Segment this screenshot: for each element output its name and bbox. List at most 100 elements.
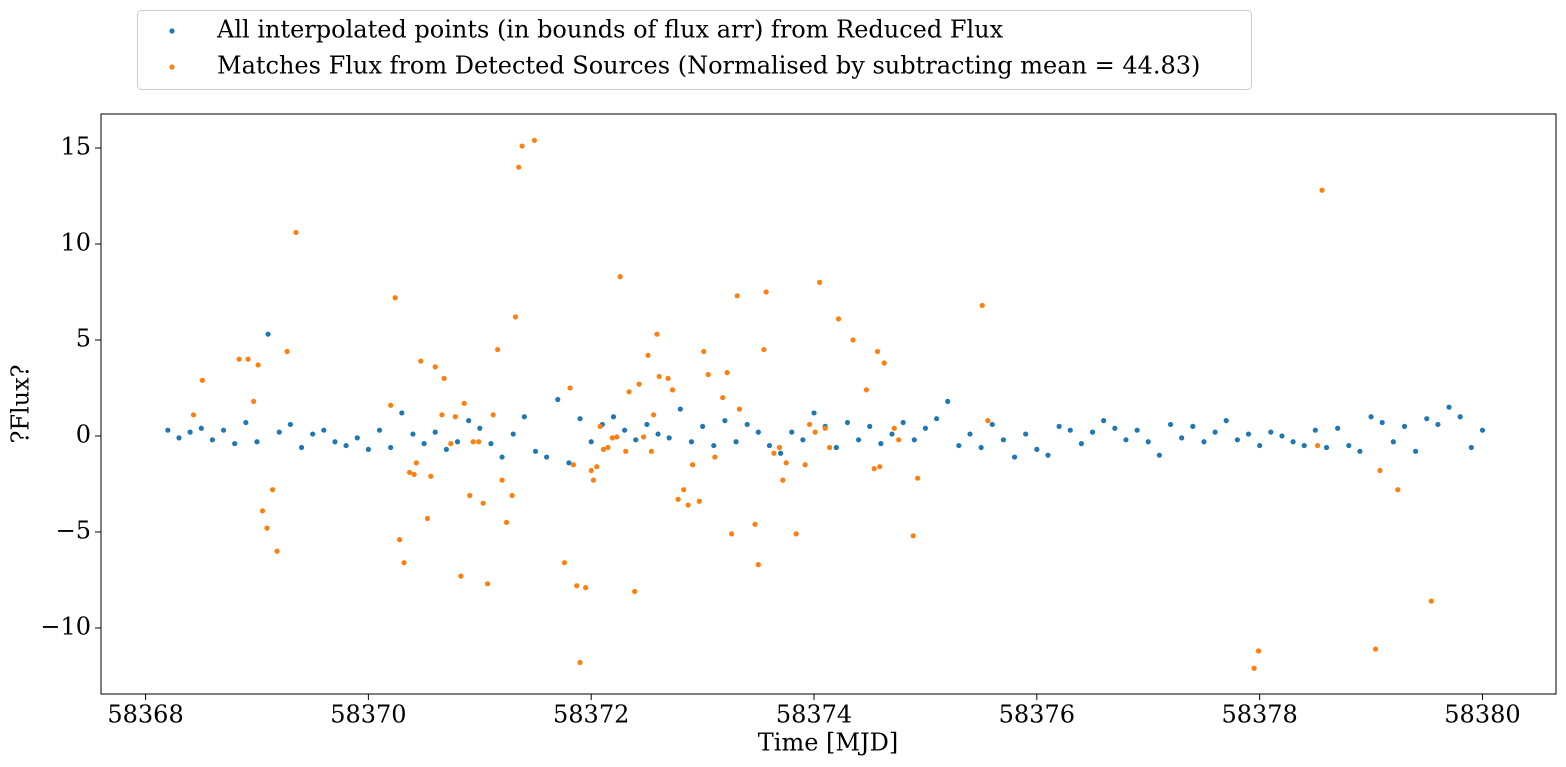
point — [594, 464, 600, 470]
point — [490, 412, 496, 418]
point — [503, 519, 510, 525]
point — [512, 314, 519, 320]
point — [622, 427, 628, 433]
point — [1390, 439, 1396, 445]
point — [755, 561, 761, 568]
point — [985, 418, 991, 424]
point — [1319, 187, 1325, 193]
point — [448, 441, 454, 447]
point — [789, 429, 795, 435]
point — [388, 444, 394, 451]
point — [811, 410, 817, 416]
point — [1112, 425, 1118, 431]
point — [1167, 421, 1174, 428]
legend-box — [137, 10, 1252, 90]
point — [567, 385, 573, 391]
point — [521, 414, 527, 420]
point — [956, 442, 962, 449]
point — [978, 444, 984, 451]
point — [802, 462, 808, 468]
point — [677, 406, 683, 412]
point — [728, 531, 735, 537]
point — [945, 398, 951, 405]
point — [822, 425, 828, 431]
point — [544, 454, 550, 460]
point — [396, 537, 403, 543]
point — [681, 487, 687, 493]
point — [1251, 665, 1257, 671]
point — [421, 441, 427, 447]
point — [688, 439, 695, 445]
y-tick-label: 15 — [60, 132, 91, 160]
point — [255, 362, 261, 368]
point — [874, 348, 881, 355]
point — [1424, 416, 1430, 422]
point — [1479, 427, 1486, 433]
point — [532, 448, 539, 454]
point — [509, 492, 515, 499]
point — [833, 444, 839, 451]
point — [1435, 421, 1441, 428]
point — [685, 502, 691, 508]
point — [531, 137, 537, 143]
point — [274, 548, 280, 554]
point — [441, 375, 447, 381]
point — [705, 371, 711, 378]
x-tick-label: 58376 — [999, 701, 1075, 729]
point — [640, 434, 647, 440]
point — [777, 450, 784, 456]
point — [922, 425, 929, 431]
point — [321, 427, 327, 433]
point — [466, 418, 472, 424]
point — [623, 448, 629, 454]
point — [424, 515, 431, 522]
point — [614, 434, 620, 440]
point — [365, 446, 371, 453]
point — [896, 437, 902, 443]
point — [1395, 487, 1401, 493]
point — [1045, 452, 1051, 458]
point — [232, 441, 238, 447]
point — [1335, 425, 1341, 431]
point — [254, 439, 260, 445]
x-tick-label: 58372 — [553, 701, 629, 729]
point — [1223, 418, 1229, 424]
y-tick-label: 0 — [76, 420, 91, 448]
point — [1323, 444, 1330, 451]
point — [1401, 423, 1408, 429]
legend-marker — [169, 64, 175, 70]
legend-label: All interpolated points (in bounds of fl… — [216, 16, 1004, 44]
point — [733, 439, 739, 445]
point — [1314, 442, 1321, 449]
point — [516, 164, 522, 170]
y-tick-label: 5 — [76, 324, 91, 352]
point — [413, 460, 419, 466]
point — [816, 279, 823, 285]
point — [298, 444, 305, 451]
point — [1190, 423, 1196, 429]
point — [1067, 427, 1073, 433]
point — [780, 477, 786, 483]
point — [711, 442, 717, 449]
point — [793, 531, 799, 537]
point — [855, 437, 862, 443]
point — [1000, 437, 1007, 443]
point — [881, 360, 887, 366]
point — [933, 416, 940, 422]
point — [570, 462, 576, 468]
point — [655, 431, 661, 437]
point — [1428, 598, 1434, 604]
point — [844, 419, 851, 426]
point — [588, 467, 594, 474]
point — [1234, 437, 1240, 443]
point — [979, 302, 985, 309]
point — [783, 460, 789, 466]
point — [251, 398, 257, 405]
point — [198, 425, 204, 431]
point — [432, 364, 438, 370]
point — [1089, 429, 1096, 435]
point — [752, 521, 758, 527]
point — [418, 358, 424, 364]
point — [645, 352, 651, 358]
